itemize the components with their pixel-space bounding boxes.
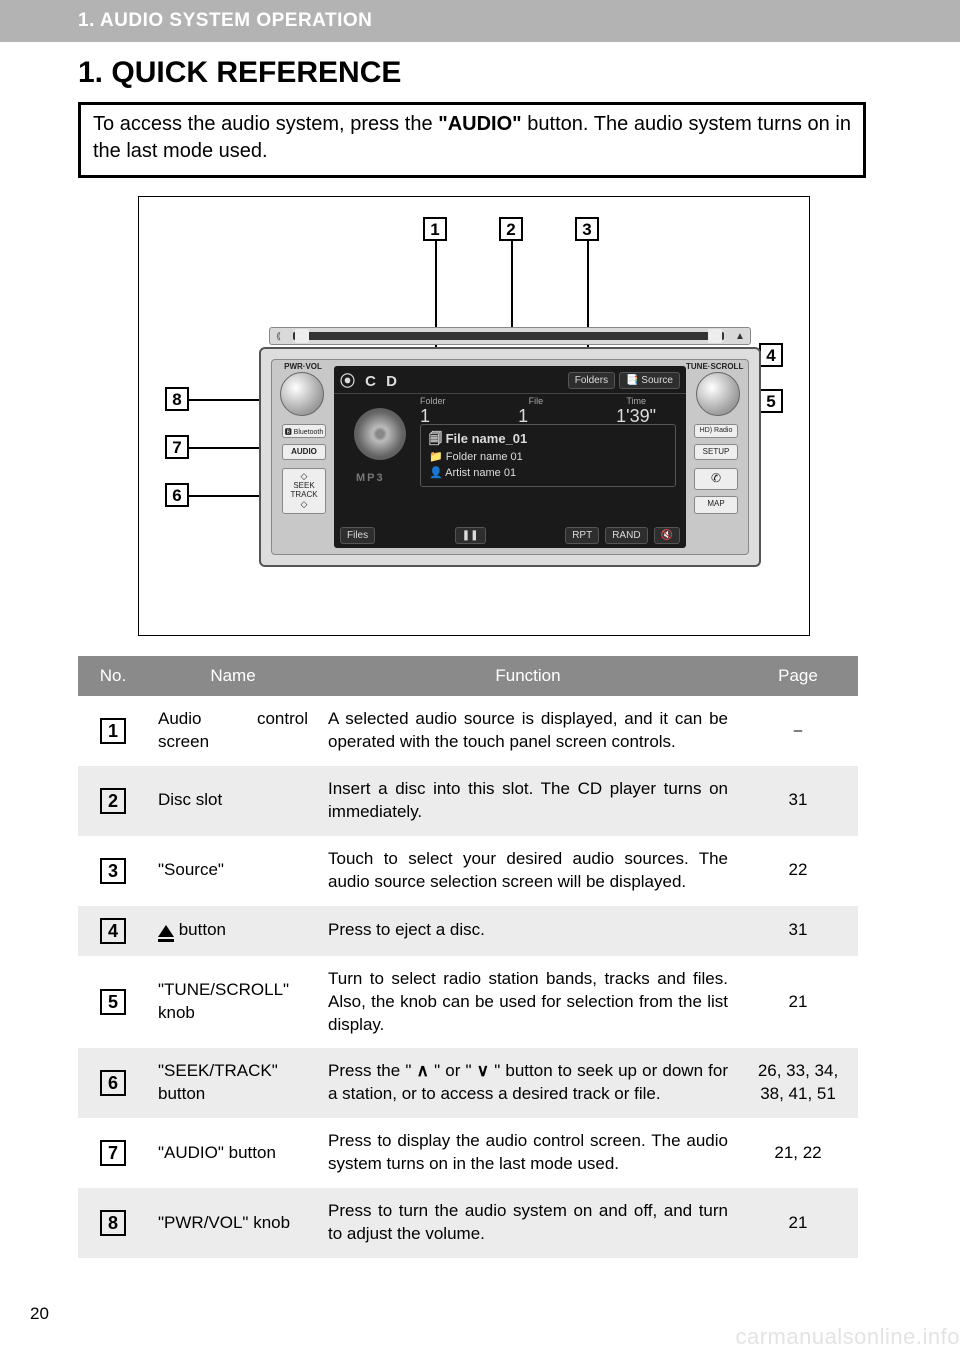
col-header-function: Function bbox=[318, 656, 738, 696]
row-name: "PWR/VOL" knob bbox=[148, 1188, 318, 1258]
bluetooth-button: 🅱 Bluetooth bbox=[282, 424, 326, 438]
track-info: 🗐 File name_01 📁 Folder name 01 👤 Artist… bbox=[420, 424, 676, 487]
callout-7: 7 bbox=[165, 435, 189, 459]
header-bar: 1. AUDIO SYSTEM OPERATION bbox=[0, 0, 960, 42]
audio-button: AUDIO bbox=[282, 444, 326, 460]
cd-indicator: ⦿ C D bbox=[340, 370, 400, 391]
row-function: Press to eject a disc. bbox=[318, 906, 738, 956]
reference-table: No. Name Function Page 1 Audio controlscr… bbox=[78, 656, 858, 1258]
files-softkey: Files bbox=[340, 527, 375, 544]
col-header-page: Page bbox=[738, 656, 858, 696]
row-function: Press to turn the audio system on and of… bbox=[318, 1188, 738, 1258]
table-row: 8 "PWR/VOL" knobPress to turn the audio s… bbox=[78, 1188, 858, 1258]
eject-icon bbox=[158, 925, 174, 937]
touch-screen: ⦿ C D Folders 📑 Source Folder File Time … bbox=[334, 366, 686, 548]
watermark: carmanualsonline.info bbox=[735, 1324, 960, 1350]
hd-radio-button: HD) Radio bbox=[694, 424, 738, 438]
row-page: ⎯ bbox=[738, 696, 858, 766]
row-page: 26, 33, 34, 38, 41, 51 bbox=[738, 1048, 858, 1118]
row-name: "TUNE/SCROLL" knob bbox=[148, 956, 318, 1049]
row-number-box: 5 bbox=[100, 989, 126, 1015]
row-page: 21, 22 bbox=[738, 1118, 858, 1188]
col-header-no: No. bbox=[78, 656, 148, 696]
row-number-box: 8 bbox=[100, 1210, 126, 1236]
row-page: 31 bbox=[738, 906, 858, 956]
folders-softkey: Folders bbox=[568, 372, 615, 389]
section-label: 1. AUDIO SYSTEM OPERATION bbox=[78, 10, 372, 31]
page-number: 20 bbox=[30, 1304, 49, 1324]
row-function: Turn to select radio station bands, trac… bbox=[318, 956, 738, 1049]
row-number-box: 7 bbox=[100, 1140, 126, 1166]
disc-slot: ⟪ ▲ bbox=[269, 327, 751, 345]
row-name: Disc slot bbox=[148, 766, 318, 836]
callout-2: 2 bbox=[499, 217, 523, 241]
phone-button: ✆ bbox=[694, 468, 738, 490]
row-page: 21 bbox=[738, 1188, 858, 1258]
row-page: 31 bbox=[738, 766, 858, 836]
device-diagram: 1 2 3 4 5 8 7 6 ⟪ ▲ PWR·VOL TUNE·SCROLL … bbox=[138, 196, 810, 636]
row-function: Press the " ∧ " or " ∨ " button to seek … bbox=[318, 1048, 738, 1118]
callout-1: 1 bbox=[423, 217, 447, 241]
rand-softkey: RAND bbox=[605, 527, 647, 544]
row-name: "SEEK/TRACK" button bbox=[148, 1048, 318, 1118]
mp3-label: MP3 bbox=[356, 472, 385, 484]
table-row: 4 buttonPress to eject a disc.31 bbox=[78, 906, 858, 956]
row-name: button bbox=[148, 906, 318, 956]
table-row: 1 Audio controlscreenA selected audio sou… bbox=[78, 696, 858, 766]
row-function: Touch to select your desired audio sourc… bbox=[318, 836, 738, 906]
table-row: 6 "SEEK/TRACK" buttonPress the " ∧ " or "… bbox=[78, 1048, 858, 1118]
row-number-box: 4 bbox=[100, 918, 126, 944]
row-name: Audio controlscreen bbox=[148, 696, 318, 766]
row-number-box: 3 bbox=[100, 858, 126, 884]
row-function: Press to display the audio control scree… bbox=[318, 1118, 738, 1188]
eject-icon: ▲ bbox=[730, 331, 750, 342]
disc-icon bbox=[354, 408, 406, 460]
table-row: 5 "TUNE/SCROLL" knobTurn to select radio … bbox=[78, 956, 858, 1049]
row-page: 21 bbox=[738, 956, 858, 1049]
page-title: 1. QUICK REFERENCE bbox=[0, 42, 960, 102]
row-number-box: 1 bbox=[100, 718, 126, 744]
table-row: 7 "AUDIO" buttonPress to display the audi… bbox=[78, 1118, 858, 1188]
callout-6: 6 bbox=[165, 483, 189, 507]
callout-8: 8 bbox=[165, 387, 189, 411]
seek-track-button: ◇ SEEK TRACK ◇ bbox=[282, 468, 326, 514]
setup-button: SETUP bbox=[694, 444, 738, 460]
row-page: 22 bbox=[738, 836, 858, 906]
source-softkey: 📑 Source bbox=[619, 372, 680, 389]
tune-scroll-label: TUNE·SCROLL bbox=[686, 362, 742, 371]
pwr-vol-knob bbox=[280, 372, 324, 416]
row-number-box: 2 bbox=[100, 788, 126, 814]
map-button: MAP bbox=[694, 496, 738, 514]
row-number-box: 6 bbox=[100, 1070, 126, 1096]
table-row: 3 "Source"Touch to select your desired au… bbox=[78, 836, 858, 906]
mute-softkey: 🔇 bbox=[654, 527, 680, 544]
pause-softkey: ❚❚ bbox=[455, 527, 486, 544]
callout-4: 4 bbox=[759, 343, 783, 367]
table-row: 2 Disc slotInsert a disc into this slot. … bbox=[78, 766, 858, 836]
row-function: Insert a disc into this slot. The CD pla… bbox=[318, 766, 738, 836]
rpt-softkey: RPT bbox=[565, 527, 599, 544]
callout-5: 5 bbox=[759, 389, 783, 413]
tune-scroll-knob bbox=[696, 372, 740, 416]
pwr-vol-label: PWR·VOL bbox=[278, 362, 328, 371]
callout-3: 3 bbox=[575, 217, 599, 241]
row-name: "AUDIO" button bbox=[148, 1118, 318, 1188]
instruction-box: To access the audio system, press the "A… bbox=[78, 102, 866, 178]
col-header-name: Name bbox=[148, 656, 318, 696]
row-name: "Source" bbox=[148, 836, 318, 906]
row-function: A selected audio source is displayed, an… bbox=[318, 696, 738, 766]
device-bezel: ⟪ ▲ PWR·VOL TUNE·SCROLL 🅱 Bluetooth AUDI… bbox=[259, 347, 761, 567]
